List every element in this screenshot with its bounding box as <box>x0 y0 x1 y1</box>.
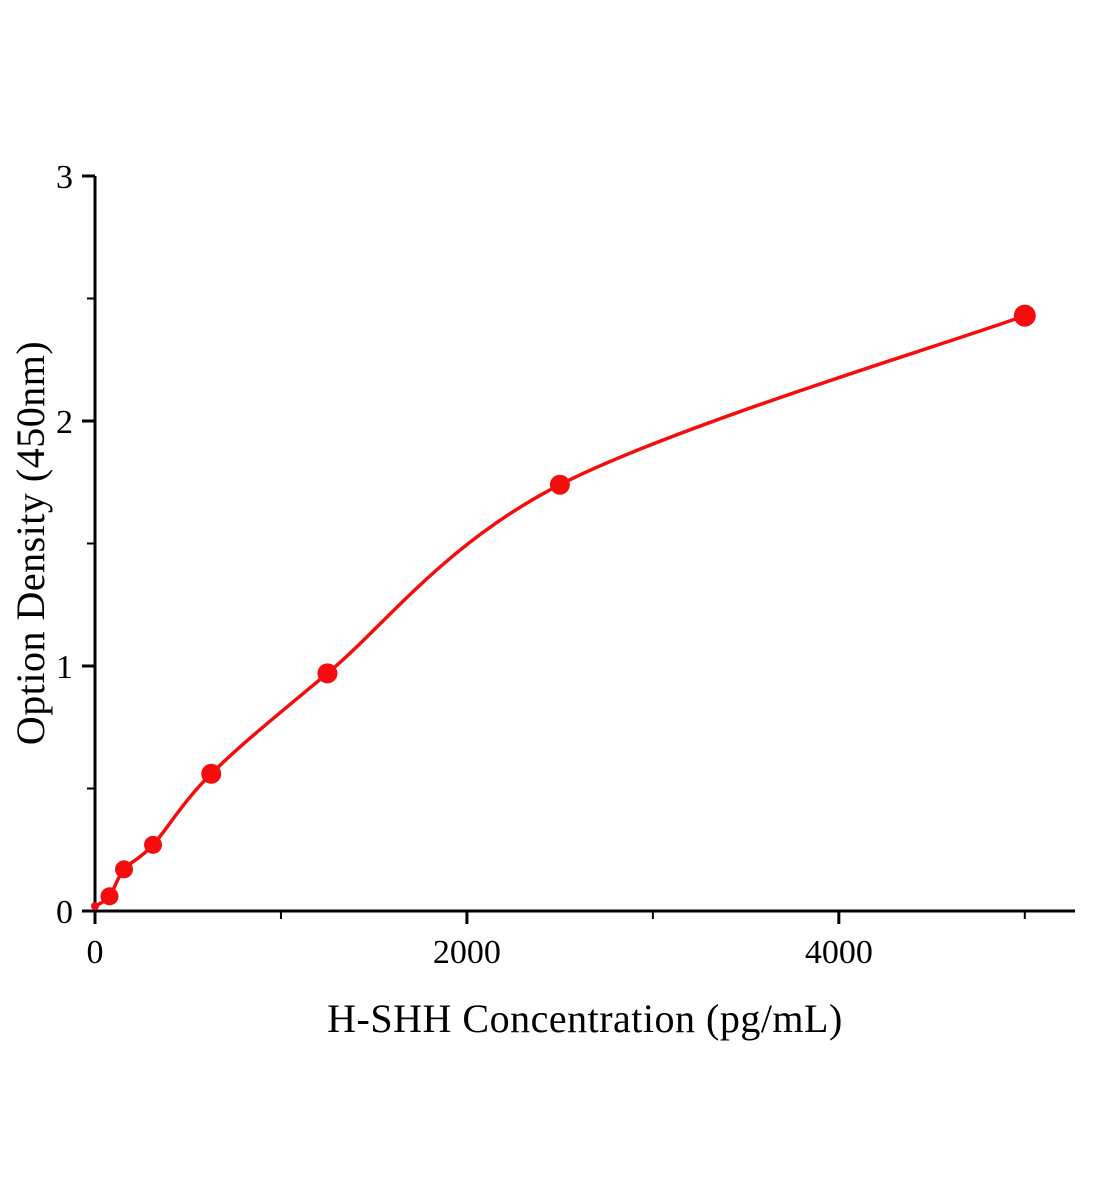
data-point <box>1013 304 1036 327</box>
fit-curve <box>93 313 1027 908</box>
y-tick-label: 1 <box>56 649 73 686</box>
y-tick-label: 3 <box>56 159 73 196</box>
data-point <box>317 663 338 684</box>
x-tick-label: 4000 <box>805 934 873 971</box>
data-point <box>100 887 119 906</box>
data-point <box>91 902 99 911</box>
data-point <box>201 763 222 784</box>
y-axis-title: Option Density (450nm) <box>8 340 53 746</box>
x-tick-label: 0 <box>87 934 104 971</box>
x-axis-title: H-SHH Concentration (pg/mL) <box>327 996 843 1041</box>
x-tick-label: 2000 <box>433 934 501 971</box>
y-tick-label: 0 <box>56 894 73 931</box>
data-point <box>549 474 570 495</box>
data-point <box>144 835 163 854</box>
data-point <box>115 860 134 879</box>
y-tick-label: 2 <box>56 404 73 441</box>
